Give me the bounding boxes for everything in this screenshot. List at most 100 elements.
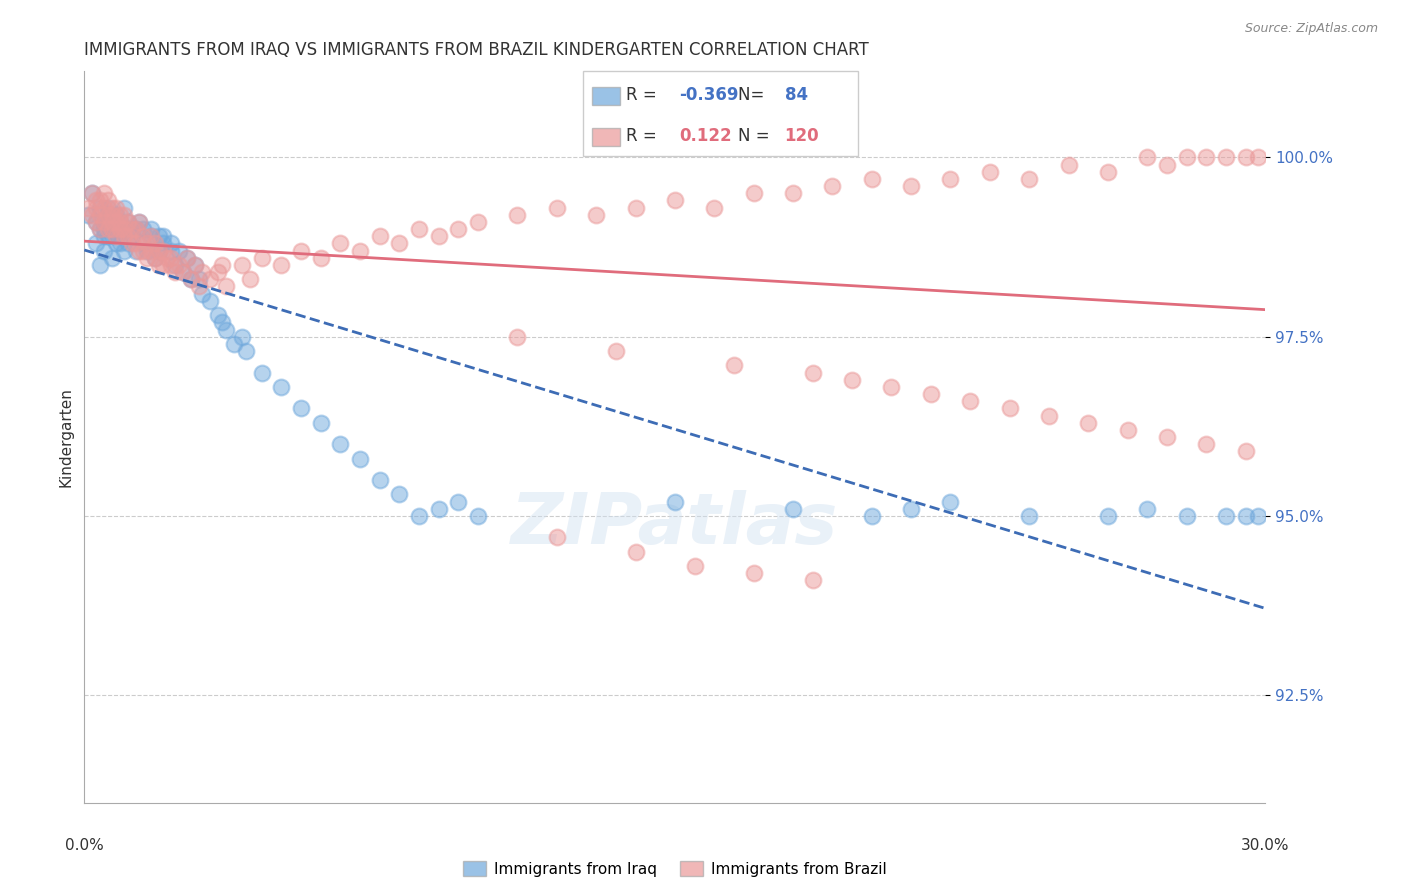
Point: [1156, 430, 1178, 444]
Point: [1156, 158, 1178, 172]
Point: [329, 236, 352, 251]
Point: [664, 494, 686, 508]
Text: 30.0%: 30.0%: [1241, 838, 1289, 854]
Point: [1018, 508, 1040, 523]
Point: [880, 380, 903, 394]
Point: [585, 208, 607, 222]
Point: [309, 251, 332, 265]
Point: [121, 222, 143, 236]
Point: [207, 265, 229, 279]
Point: [160, 236, 183, 251]
Point: [89, 222, 111, 236]
Point: [84, 215, 107, 229]
Text: -0.369: -0.369: [679, 87, 738, 104]
Point: [742, 186, 765, 201]
Point: [97, 222, 120, 236]
Point: [191, 286, 214, 301]
Point: [160, 244, 183, 258]
Point: [187, 279, 209, 293]
Point: [959, 394, 981, 409]
Text: Source: ZipAtlas.com: Source: ZipAtlas.com: [1244, 22, 1378, 36]
Point: [1246, 508, 1268, 523]
Point: [152, 229, 174, 244]
Point: [121, 236, 143, 251]
Point: [270, 258, 292, 272]
Point: [89, 201, 111, 215]
Point: [1038, 409, 1060, 423]
Point: [101, 215, 124, 229]
Point: [97, 208, 120, 222]
Point: [104, 208, 127, 222]
Point: [167, 258, 190, 272]
Point: [939, 172, 962, 186]
Point: [172, 265, 194, 279]
Point: [112, 201, 135, 215]
Text: IMMIGRANTS FROM IRAQ VS IMMIGRANTS FROM BRAZIL KINDERGARTEN CORRELATION CHART: IMMIGRANTS FROM IRAQ VS IMMIGRANTS FROM …: [84, 41, 869, 59]
Point: [349, 451, 371, 466]
Point: [117, 215, 139, 229]
Point: [200, 272, 222, 286]
Point: [112, 208, 135, 222]
Point: [368, 473, 391, 487]
Point: [101, 222, 124, 236]
Point: [200, 293, 222, 308]
Point: [235, 344, 257, 359]
Point: [82, 208, 104, 222]
Point: [89, 222, 111, 236]
Text: 0.122: 0.122: [679, 128, 731, 145]
Point: [447, 494, 470, 508]
Point: [132, 236, 155, 251]
Text: 120: 120: [785, 128, 820, 145]
Point: [309, 416, 332, 430]
Point: [84, 194, 107, 208]
Point: [152, 258, 174, 272]
Point: [93, 201, 115, 215]
Point: [860, 508, 883, 523]
Point: [104, 215, 127, 229]
Point: [683, 559, 706, 574]
Point: [1097, 165, 1119, 179]
Point: [148, 229, 170, 244]
Point: [148, 258, 170, 272]
Point: [136, 244, 159, 258]
Point: [191, 265, 214, 279]
Point: [77, 208, 100, 222]
Point: [349, 244, 371, 258]
Point: [860, 172, 883, 186]
Point: [112, 222, 135, 236]
Point: [624, 201, 647, 215]
Point: [108, 215, 131, 229]
Point: [1116, 423, 1139, 437]
Point: [93, 222, 115, 236]
Point: [239, 272, 262, 286]
Point: [141, 229, 163, 244]
Point: [108, 222, 131, 236]
Point: [1136, 150, 1159, 164]
Point: [290, 244, 312, 258]
Point: [1234, 150, 1257, 164]
Point: [388, 487, 411, 501]
Point: [427, 501, 450, 516]
Point: [821, 179, 844, 194]
Point: [156, 251, 179, 265]
Point: [1136, 501, 1159, 516]
Point: [77, 201, 100, 215]
Point: [128, 215, 150, 229]
Point: [250, 251, 273, 265]
Point: [97, 229, 120, 244]
Point: [703, 201, 725, 215]
Point: [89, 194, 111, 208]
Point: [101, 208, 124, 222]
Text: 84: 84: [785, 87, 807, 104]
Y-axis label: Kindergarten: Kindergarten: [58, 387, 73, 487]
Point: [101, 215, 124, 229]
Point: [176, 251, 198, 265]
Point: [231, 258, 253, 272]
Point: [82, 186, 104, 201]
Point: [148, 244, 170, 258]
Point: [82, 186, 104, 201]
Text: R =: R =: [626, 87, 662, 104]
Point: [152, 236, 174, 251]
Legend: Immigrants from Iraq, Immigrants from Brazil: Immigrants from Iraq, Immigrants from Br…: [457, 855, 893, 883]
Point: [329, 437, 352, 451]
